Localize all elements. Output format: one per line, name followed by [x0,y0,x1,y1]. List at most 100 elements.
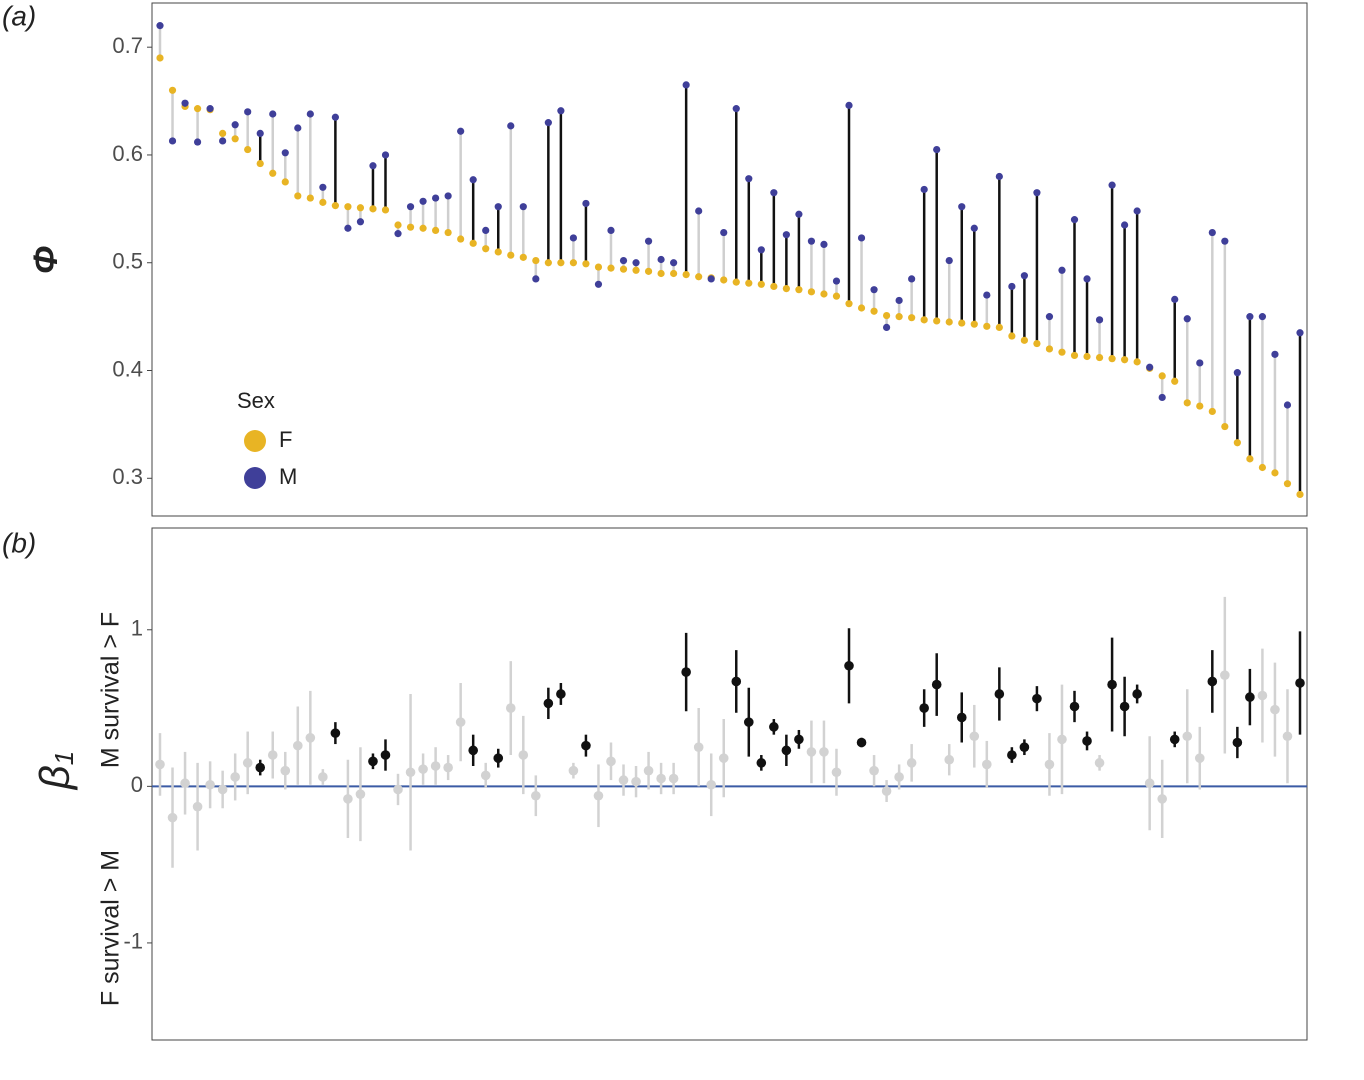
point [908,275,916,283]
point [1108,355,1116,363]
point [294,192,302,200]
point [720,276,728,284]
point [532,256,540,265]
point [432,226,440,235]
point [1258,313,1267,321]
point [168,86,177,94]
point [1070,351,1079,360]
point [519,253,527,261]
point [933,145,941,154]
point [1296,490,1304,499]
y-tick-label: 0.7 [112,33,143,58]
panel-a-frame [151,2,1308,517]
point [1107,679,1117,690]
point [619,256,628,265]
point [1246,455,1254,463]
point [1007,750,1017,760]
point [606,756,616,767]
point [607,226,615,235]
point [219,129,227,138]
point [469,176,477,184]
point [844,660,854,671]
legend-swatch [244,430,266,452]
point [1220,670,1230,680]
point [1095,353,1104,362]
point [568,765,579,776]
point [820,290,828,298]
point [757,280,765,288]
point [180,778,190,789]
point [594,280,603,288]
point [393,784,403,795]
point [242,758,253,768]
point [1121,356,1129,364]
point [983,291,991,299]
point [168,137,177,145]
point [919,703,929,713]
point [1057,734,1067,745]
point [632,259,640,267]
point [531,790,541,801]
point [280,765,291,776]
point [318,772,328,782]
point [969,731,980,742]
point [355,789,366,799]
y-axis-label: β1 [31,751,79,791]
y-tick-label: 0.6 [112,141,143,166]
point [432,194,440,202]
point [455,717,466,727]
point [1282,731,1293,742]
point [231,121,239,129]
point [1083,275,1091,283]
point [706,779,717,790]
point [619,265,628,273]
point [1271,350,1279,358]
point [281,149,289,157]
point [394,230,402,238]
point [1019,742,1030,753]
point [693,742,704,753]
point [267,750,278,760]
point [1069,701,1080,712]
point [857,304,866,312]
point [668,773,679,784]
point [255,762,266,773]
point [293,740,303,751]
point [381,151,390,159]
point [206,105,214,113]
point [657,255,665,264]
point [644,237,653,245]
point [306,110,314,118]
point [457,127,465,135]
point [857,234,866,242]
point [795,210,803,218]
point [1157,794,1167,804]
point [518,750,529,760]
point [644,267,653,275]
point [1283,401,1292,409]
point [380,750,391,760]
point [1045,313,1054,321]
point [795,286,803,294]
point [831,767,842,778]
point [330,728,341,738]
point [1083,352,1091,361]
point [1070,216,1079,224]
point [770,189,778,197]
point [732,278,740,286]
legend-swatch [244,467,266,489]
point [944,754,955,765]
point [1258,463,1267,472]
point [344,203,352,211]
point [356,218,365,226]
point [1295,678,1305,688]
point [720,228,728,237]
point [507,251,515,259]
point [193,105,202,113]
point [695,207,703,215]
point [343,794,353,804]
point [482,245,490,253]
point [544,119,552,127]
point [1058,266,1066,274]
point [419,224,427,232]
